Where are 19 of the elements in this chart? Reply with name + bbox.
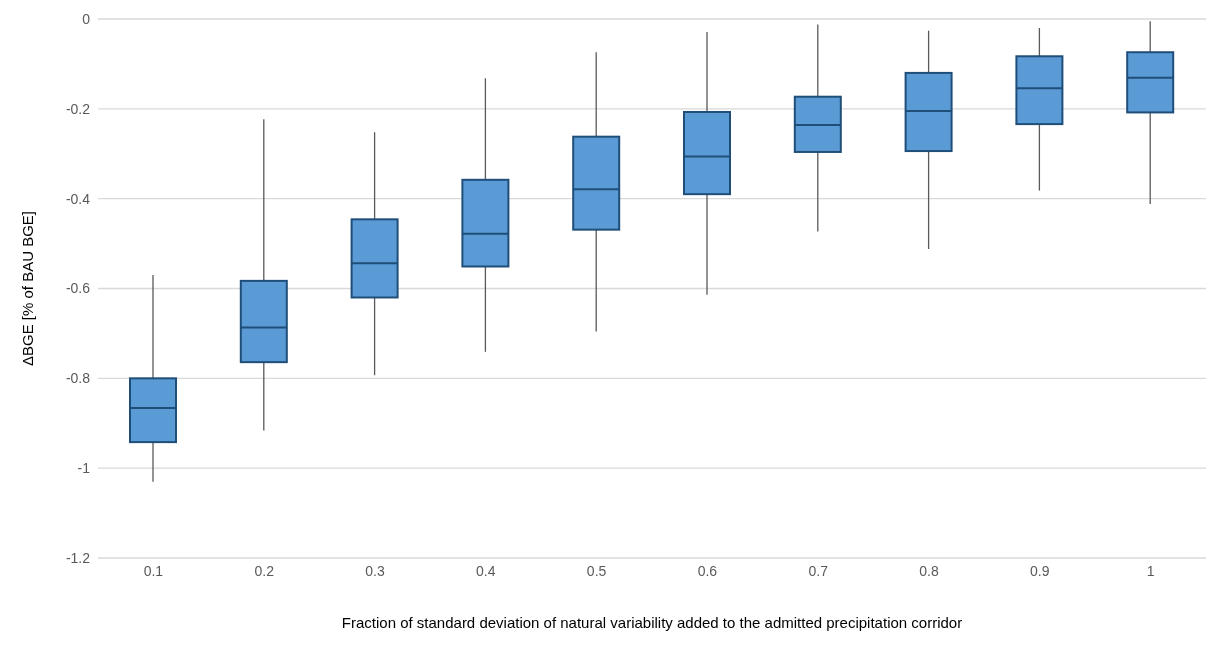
x-tick-label: 0.9 [1030,562,1050,579]
y-tick-label: 0 [82,10,91,27]
x-tick-label: 0.2 [254,562,275,579]
y-tick-label: -0.6 [65,280,91,297]
x-tick-label: 0.3 [365,562,385,579]
x-tick-label: 1 [1146,562,1155,579]
x-axis-title: Fraction of standard deviation of natural variability added to the admitted precipitation corridor [341,614,963,631]
x-tick-label: 0.4 [476,562,496,579]
y-tick-label: -0.8 [65,370,91,387]
y-tick-label: -0.4 [65,190,91,207]
x-tick-label: 0.1 [143,562,164,579]
x-tick-label: 0.7 [808,562,829,579]
x-tick-label: 0.8 [919,562,939,579]
y-axis-title: ΔBGE [% of BAU BGE] [19,210,37,367]
y-tick-label: -1 [77,460,91,477]
y-tick-label: -1.2 [65,549,91,566]
x-tick-label: 0.6 [697,562,718,579]
y-tick-label: -0.2 [65,100,91,117]
x-tick-label: 0.5 [586,562,607,579]
